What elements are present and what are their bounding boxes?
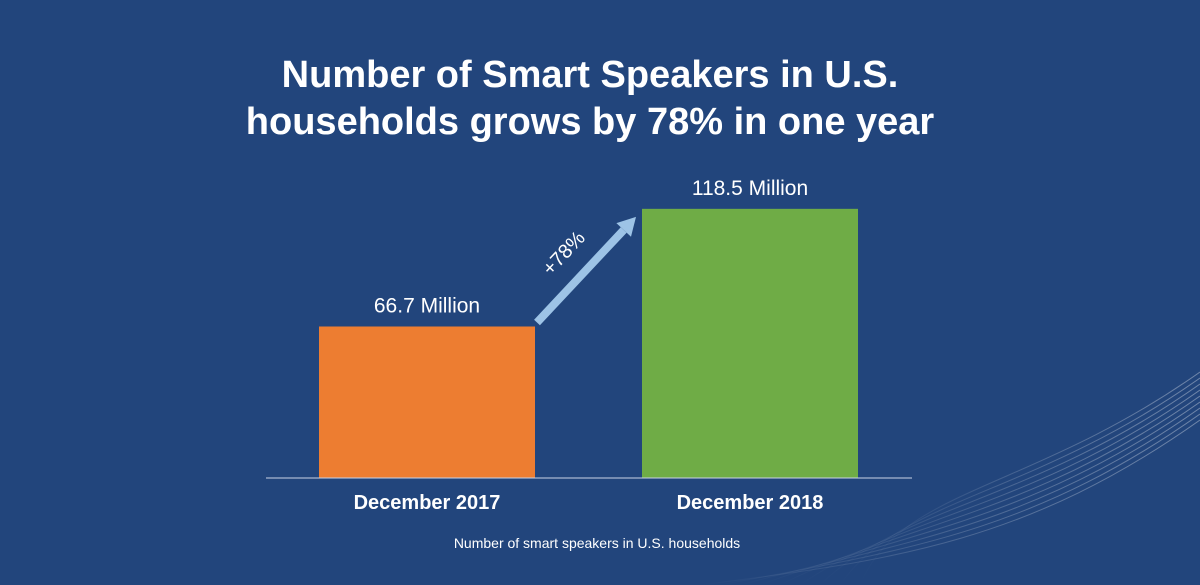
wave-line xyxy=(779,395,1200,585)
chart-title-line-1: Number of Smart Speakers in U.S. xyxy=(281,54,899,96)
growth-arrow: +78% xyxy=(534,216,636,326)
chart-title-line-2: households grows by 78% in one year xyxy=(245,101,935,143)
bar-1 xyxy=(319,326,535,478)
category-label-2: December 2018 xyxy=(677,492,824,514)
wave-line xyxy=(799,389,1200,585)
x-axis-caption: Number of smart speakers in U.S. househo… xyxy=(454,535,740,551)
growth-arrow-head xyxy=(616,216,636,237)
wave-line xyxy=(759,401,1200,585)
bar-2 xyxy=(642,208,858,479)
wave-line xyxy=(859,371,1200,585)
wave-line xyxy=(839,377,1200,585)
data-label-2: 118.5 Million xyxy=(692,177,808,200)
wave-line xyxy=(819,383,1200,585)
wave-line xyxy=(739,407,1200,585)
growth-arrow-shaft xyxy=(534,227,627,326)
chart-title: Number of Smart Speakers in U.S. househo… xyxy=(0,52,1180,146)
background-wave-decoration xyxy=(699,371,1200,585)
data-label-1: 66.7 Million xyxy=(374,294,480,317)
category-label-1: December 2017 xyxy=(354,492,501,514)
